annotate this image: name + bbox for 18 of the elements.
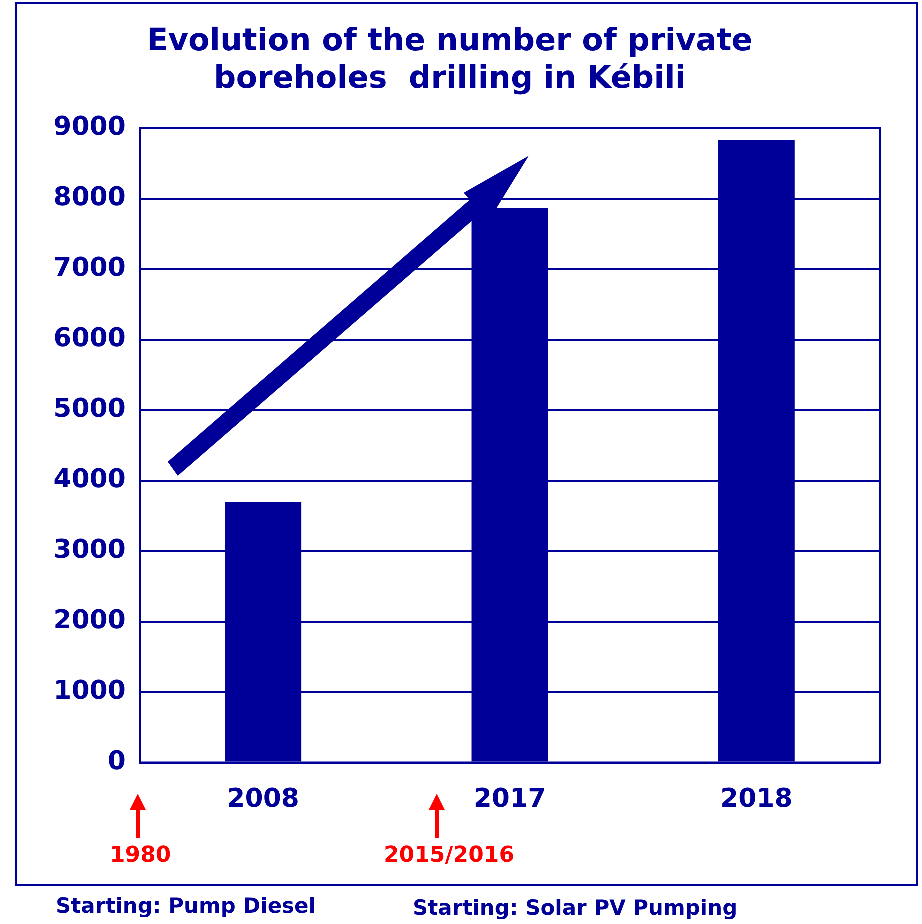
y-tick-label: 6000 — [54, 324, 126, 354]
y-tick-label: 4000 — [54, 464, 126, 495]
text: Starting: Pump Diesel — [56, 894, 316, 918]
chart-title: Evolution of the number of private boreholes drilling in Kébili — [147, 22, 753, 96]
y-tick-label: 3000 — [54, 535, 126, 566]
y-tick-label: 9000 — [54, 112, 126, 142]
y-tick-label: 7000 — [54, 253, 126, 284]
x-tick-label: 2018 — [720, 784, 793, 814]
text: 1980 — [110, 843, 172, 868]
x-tick-label: 2017 — [474, 784, 546, 814]
y-tick-label: 8000 — [54, 182, 126, 213]
y-tick-label: 2000 — [54, 606, 126, 636]
text: 2015/2016 — [384, 843, 514, 868]
y-tick-label: 0 — [108, 746, 126, 777]
y-tick-label: 1000 — [54, 676, 126, 706]
x-tick-label: 2008 — [227, 784, 300, 814]
text: Starting: Solar PV Pumping — [413, 896, 738, 920]
y-tick-label: 5000 — [54, 394, 126, 424]
